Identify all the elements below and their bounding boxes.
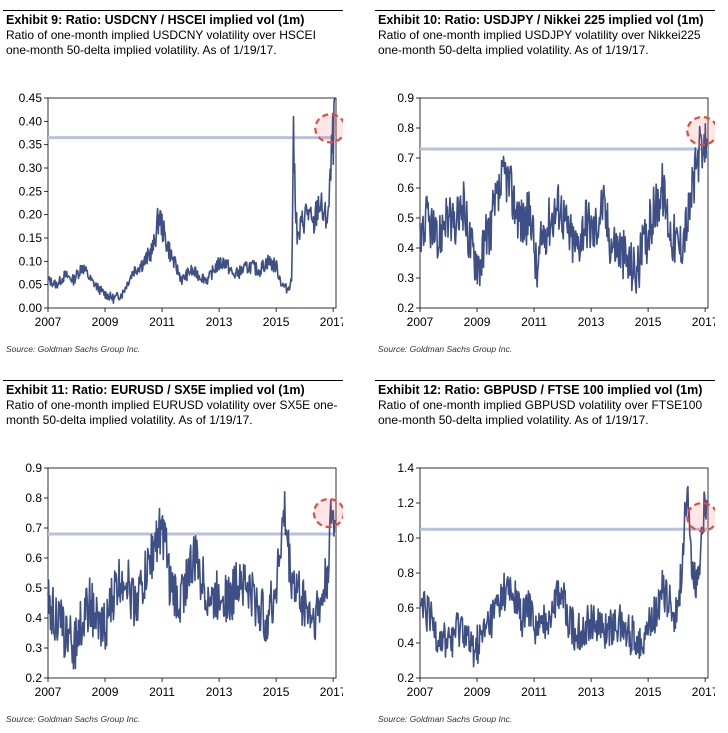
chart-subtitle: Ratio of one-month implied USDCNY volati… (6, 28, 316, 57)
y-tick-label: 0.30 (19, 161, 43, 175)
y-tick-label: 0.2 (397, 671, 414, 685)
y-tick-label: 0.6 (397, 601, 414, 615)
highlight-circle (686, 501, 715, 533)
y-tick-label: 0.2 (397, 301, 414, 315)
chart-title: Exhibit 12: Ratio: GBPUSD / FTSE 100 imp… (378, 383, 703, 397)
y-tick-label: 0.5 (397, 211, 414, 225)
panel-rule (3, 10, 343, 11)
y-tick-label: 1.4 (397, 461, 414, 475)
x-tick-label: 2009 (92, 685, 119, 699)
chart-title: Exhibit 11: Ratio: EURUSD / SX5E implied… (6, 383, 305, 397)
y-tick-label: 0.4 (397, 241, 414, 255)
chart-subtitle: Ratio of one-month implied GBPUSD volati… (378, 398, 703, 427)
y-tick-label: 0.10 (19, 254, 43, 268)
x-tick-label: 2013 (578, 685, 605, 699)
chart-title: Exhibit 9: Ratio: USDCNY / HSCEI implied… (6, 13, 305, 27)
panel-rule (3, 380, 343, 381)
x-tick-label: 2007 (35, 685, 62, 699)
panel-gbpusd: Exhibit 12: Ratio: GBPUSD / FTSE 100 imp… (375, 380, 715, 730)
x-tick-label: 2017 (320, 315, 343, 329)
plot-frame (419, 97, 709, 309)
x-tick-label: 2011 (521, 685, 547, 699)
x-tick-label: 2009 (92, 315, 119, 329)
x-tick-label: 2011 (521, 315, 547, 329)
x-tick-label: 2013 (206, 315, 233, 329)
panel-rule (375, 380, 715, 381)
series-line (419, 485, 708, 668)
y-tick-label: 0.6 (25, 551, 42, 565)
highlight-circle (686, 115, 715, 147)
y-tick-label: 0.3 (397, 271, 414, 285)
y-tick-label: 0.00 (19, 301, 43, 315)
y-tick-label: 0.2 (25, 671, 42, 685)
y-tick-label: 0.45 (19, 91, 43, 105)
x-tick-label: 2007 (407, 315, 434, 329)
highlight-circle (312, 497, 343, 529)
x-tick-label: 2013 (206, 685, 233, 699)
y-tick-label: 0.20 (19, 208, 43, 222)
y-tick-label: 0.9 (25, 461, 42, 475)
panel-rule (375, 10, 715, 11)
x-tick-label: 2011 (149, 315, 175, 329)
highlight-circle (314, 113, 343, 144)
y-tick-label: 0.8 (397, 121, 414, 135)
plot-frame (47, 467, 337, 679)
x-tick-label: 2015 (635, 315, 662, 329)
y-tick-label: 0.8 (25, 491, 42, 505)
chart-eurusd: 0.2 0.3 0.4 0.5 0.6 0.7 0.8 0.9 2007 2009 2011 2013… (25, 461, 343, 699)
x-tick-label: 2007 (407, 685, 434, 699)
y-tick-label: 0.05 (19, 278, 43, 292)
y-tick-label: 0.7 (25, 521, 42, 535)
panel-usdjpy: Exhibit 10: Ratio: USDJPY / Nikkei 225 i… (375, 10, 715, 360)
x-tick-label: 2009 (464, 315, 491, 329)
chart-source: Source: Goldman Sachs Group Inc. (378, 344, 513, 354)
y-tick-label: 0.4 (25, 611, 42, 625)
y-tick-label: 0.5 (25, 581, 42, 595)
x-tick-label: 2013 (578, 315, 605, 329)
x-tick-label: 2011 (149, 685, 175, 699)
chart-usdjpy: 0.2 0.3 0.4 0.5 0.6 0.7 0.8 0.9 2007 2009 2011 2013… (397, 91, 715, 329)
y-tick-label: 0.40 (19, 114, 43, 128)
chart-source: Source: Goldman Sachs Group Inc. (378, 714, 513, 724)
chart-title: Exhibit 10: Ratio: USDJPY / Nikkei 225 i… (378, 13, 704, 27)
x-tick-label: 2009 (464, 685, 491, 699)
series-line (47, 97, 336, 304)
panel-eurusd: Exhibit 11: Ratio: EURUSD / SX5E implied… (3, 380, 343, 730)
chart-gbpusd: 0.2 0.4 0.6 0.8 1.0 1.2 1.4 2007 2009 2011 2013 201… (397, 461, 715, 699)
y-tick-label: 0.25 (19, 184, 43, 198)
y-tick-label: 0.7 (397, 151, 414, 165)
x-tick-label: 2015 (263, 315, 290, 329)
y-tick-label: 0.6 (397, 181, 414, 195)
chart-subtitle: Ratio of one-month implied USDJPY volati… (378, 28, 701, 57)
x-tick-label: 2015 (635, 685, 662, 699)
series-line (47, 490, 336, 670)
x-tick-label: 2017 (692, 685, 715, 699)
y-tick-label: 0.8 (397, 566, 414, 580)
plot-frame (419, 467, 709, 679)
y-tick-label: 0.4 (397, 636, 414, 650)
y-tick-label: 1.2 (397, 496, 414, 510)
y-tick-label: 0.35 (19, 138, 43, 152)
x-tick-label: 2015 (263, 685, 290, 699)
x-tick-label: 2017 (692, 315, 715, 329)
y-tick-label: 0.9 (397, 91, 414, 105)
panel-usdcny: Exhibit 9: Ratio: USDCNY / HSCEI implied… (3, 10, 343, 360)
y-tick-label: 0.3 (25, 641, 42, 655)
series-line (419, 122, 708, 294)
chart-source: Source: Goldman Sachs Group Inc. (6, 714, 141, 724)
chart-subtitle: Ratio of one-month implied EURUSD volati… (6, 398, 338, 427)
x-tick-label: 2017 (320, 685, 343, 699)
x-tick-label: 2007 (35, 315, 62, 329)
y-tick-label: 0.15 (19, 231, 43, 245)
chart-usdcny: 0.00 0.05 0.10 0.15 0.20 0.25 0.30 0.35 0.40 0.45… (19, 91, 343, 329)
chart-source: Source: Goldman Sachs Group Inc. (6, 344, 141, 354)
plot-frame (47, 97, 337, 309)
y-tick-label: 1.0 (397, 531, 414, 545)
